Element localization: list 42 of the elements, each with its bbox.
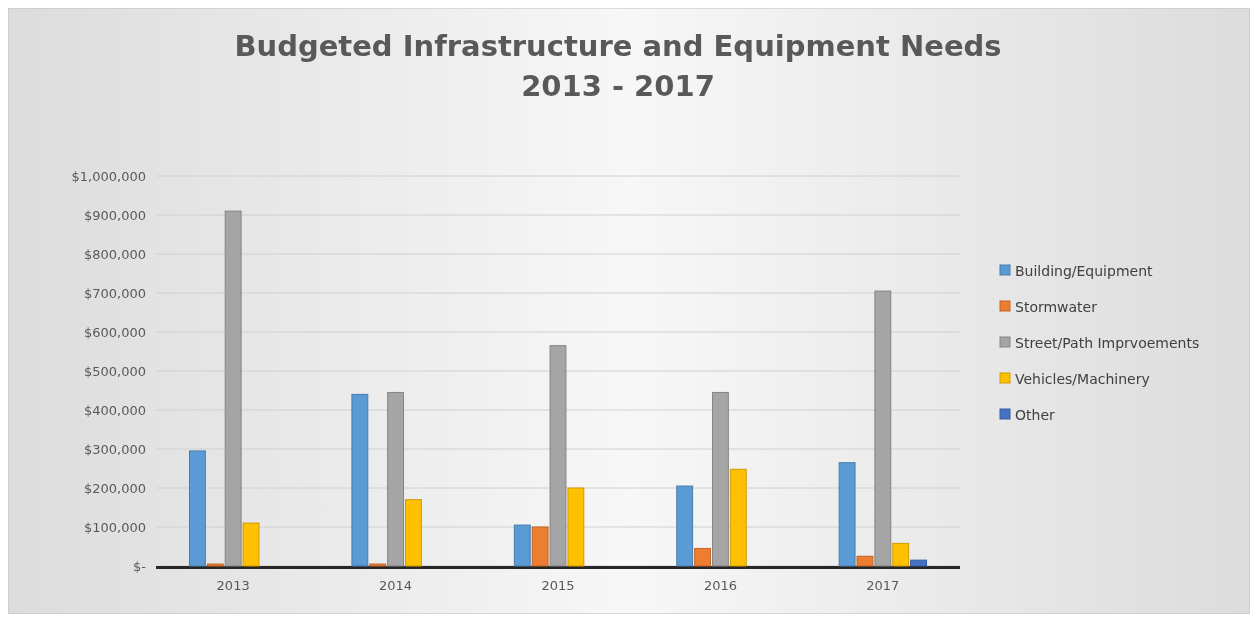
- bar: [567, 487, 585, 567]
- bar: [188, 450, 206, 567]
- x-tick-label: 2013: [216, 578, 250, 593]
- bar: [242, 522, 260, 567]
- bar: [513, 524, 531, 567]
- y-tick-label: $600,000: [83, 324, 146, 340]
- y-tick-label: $700,000: [83, 285, 146, 301]
- chart-subtitle: 2013 - 2017: [521, 69, 715, 103]
- legend-label: Building/Equipment: [1015, 262, 1154, 279]
- bar: [856, 555, 874, 567]
- y-tick-label: $500,000: [83, 363, 146, 379]
- bar: [549, 345, 567, 567]
- bar: [405, 499, 422, 567]
- bar: [351, 393, 369, 567]
- bar: [711, 391, 729, 567]
- x-tick-label: 2017: [866, 578, 900, 593]
- x-tick-label: 2015: [541, 578, 575, 593]
- y-tick-label: $900,000: [83, 207, 146, 223]
- y-tick-label: $400,000: [83, 402, 146, 418]
- y-tick-label: $200,000: [83, 480, 146, 496]
- bar: [729, 468, 747, 567]
- bar: [531, 526, 549, 567]
- y-tick-label: $-: [133, 558, 147, 574]
- y-tick-label: $800,000: [83, 246, 146, 262]
- bar: [387, 391, 405, 567]
- legend-label: Vehicles/Machinery: [1015, 370, 1150, 387]
- legend-label: Street/Path Imprvoements: [1015, 334, 1200, 351]
- legend-label: Other: [1015, 406, 1055, 423]
- y-tick-label: $300,000: [83, 441, 146, 457]
- x-tick-label: 2014: [379, 578, 413, 593]
- bar: [892, 542, 910, 567]
- bar: [694, 547, 711, 567]
- bar: [838, 462, 856, 567]
- bar: [910, 559, 928, 567]
- y-tick-label: $100,000: [83, 519, 146, 535]
- bar: [676, 485, 694, 567]
- chart-title: Budgeted Infrastructure and Equipment Needs: [234, 29, 1002, 63]
- legend-label: Stormwater: [1015, 298, 1098, 315]
- x-tick-label: 2016: [703, 578, 737, 593]
- y-tick-label: $1,000,000: [71, 168, 146, 184]
- bar: [874, 290, 892, 567]
- bar: [224, 210, 242, 567]
